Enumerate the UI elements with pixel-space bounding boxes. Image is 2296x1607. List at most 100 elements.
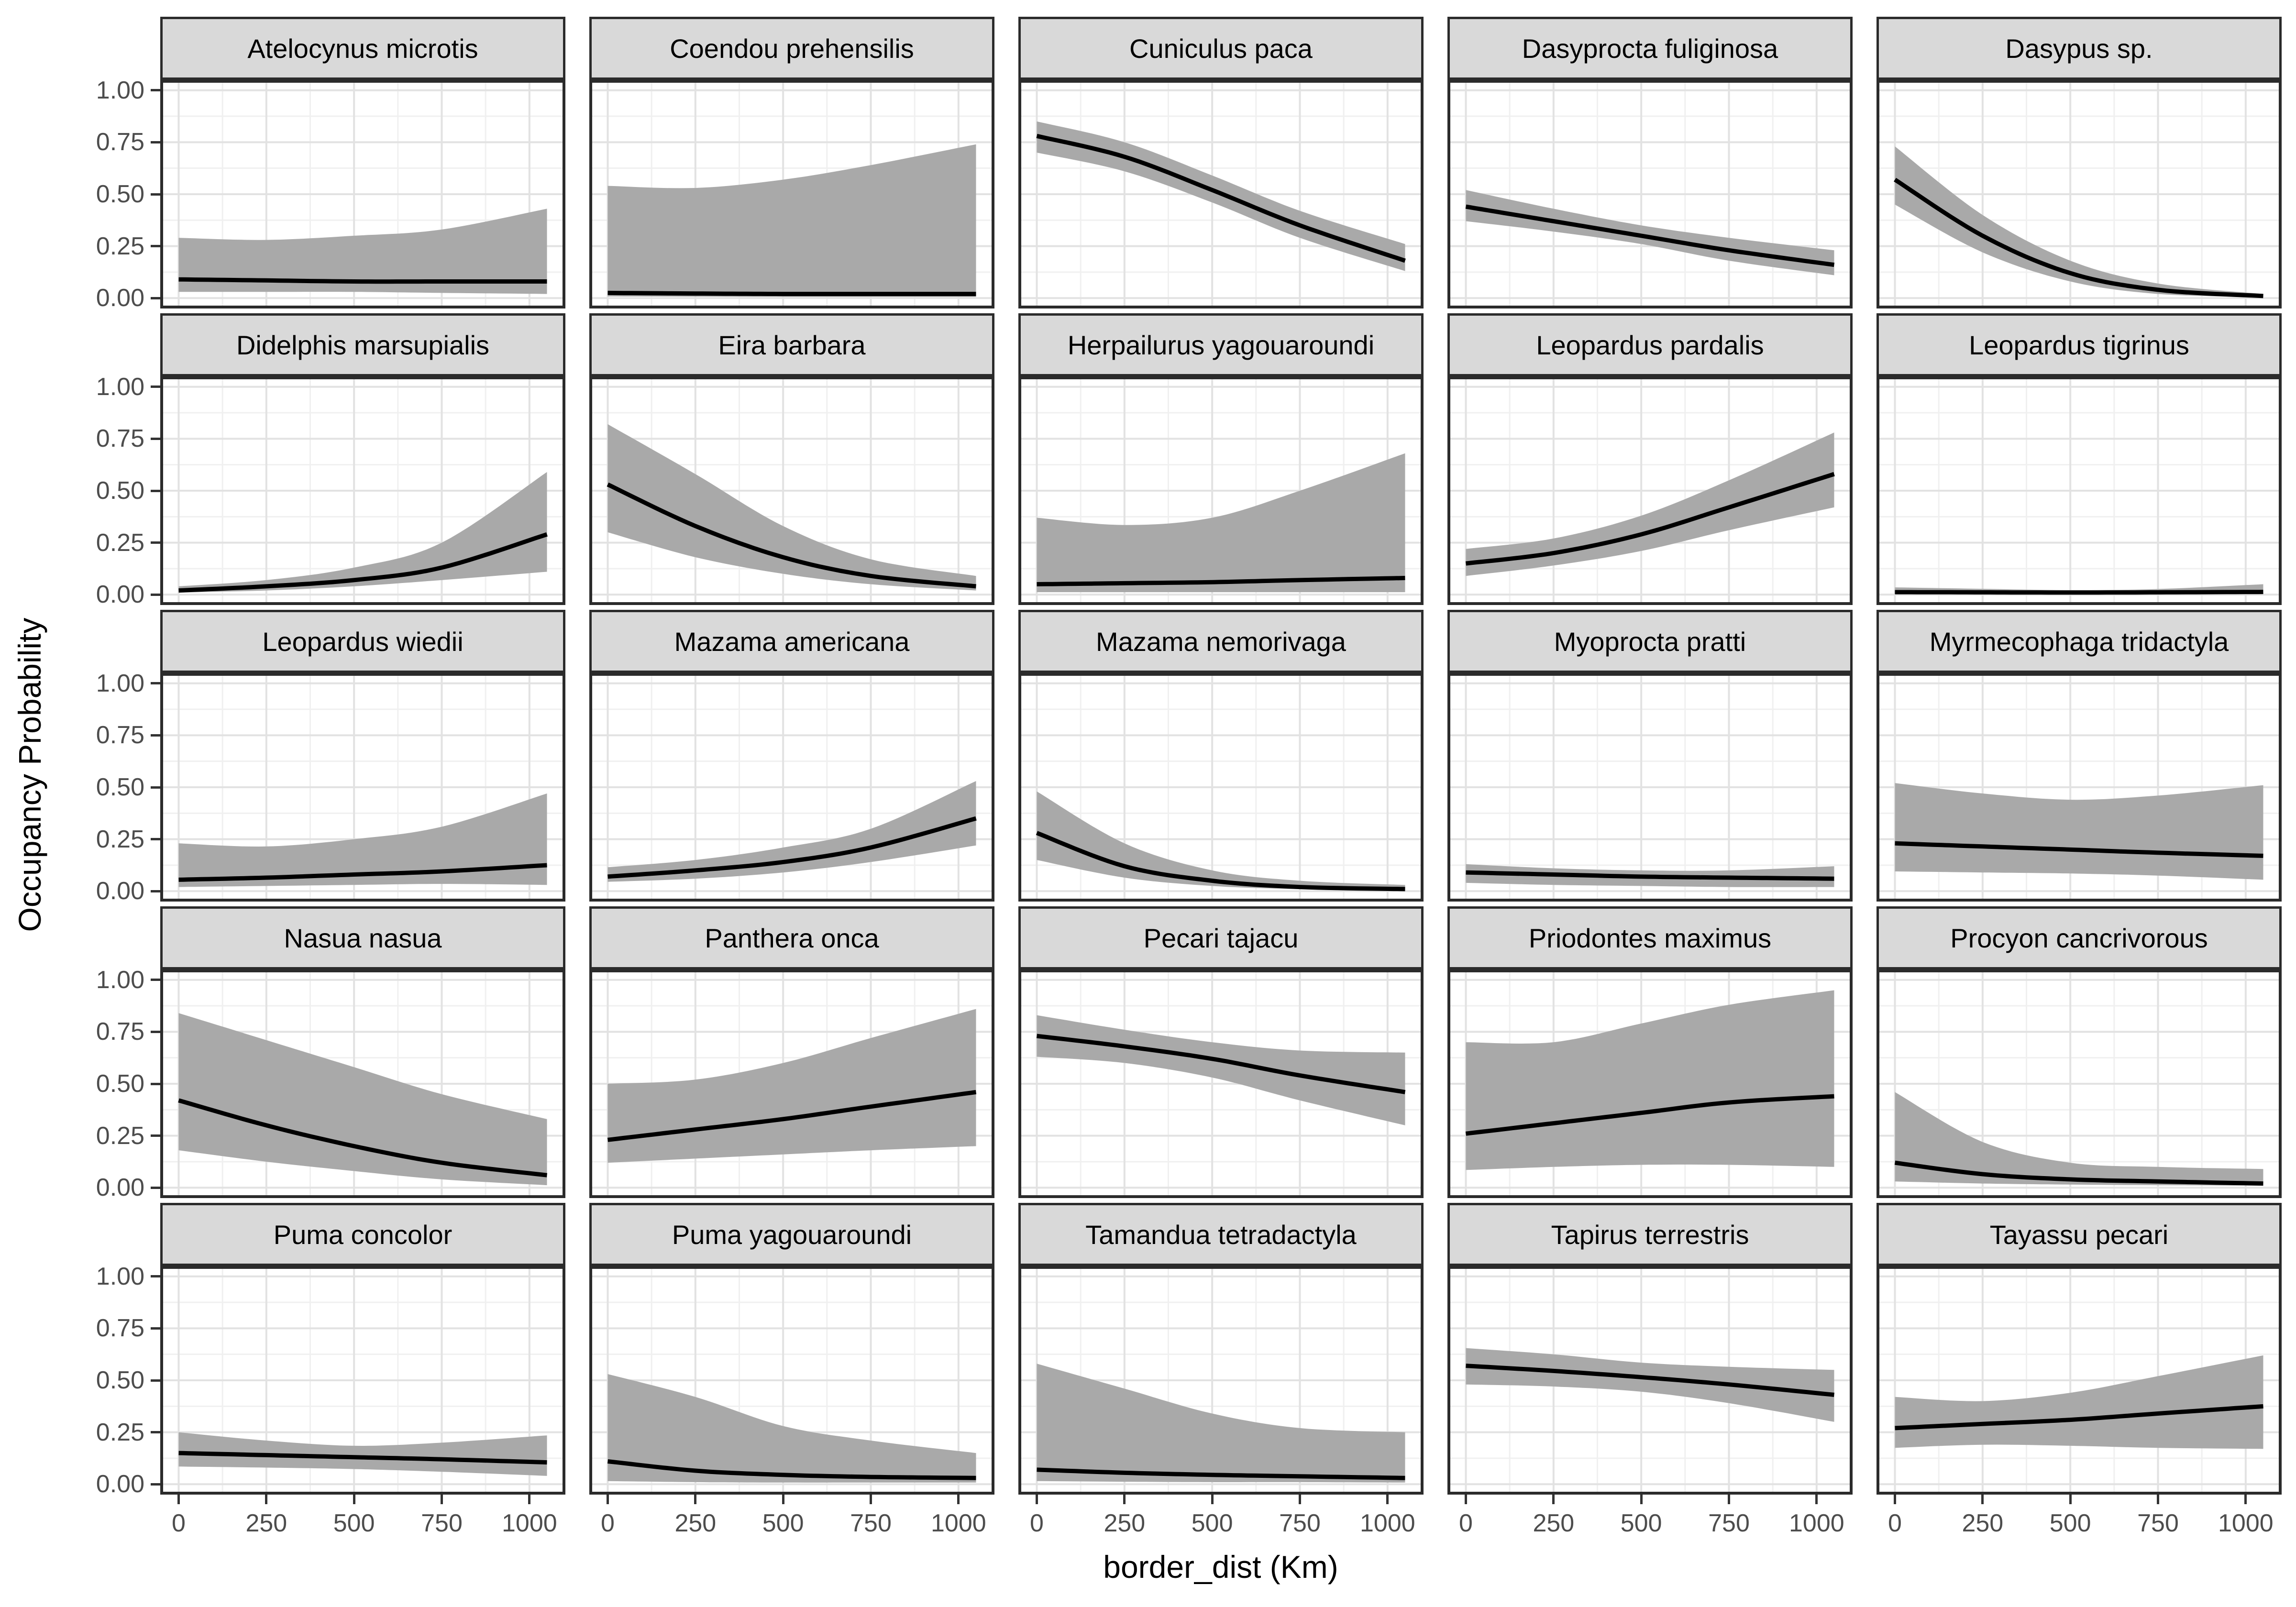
facet-strip: Procyon cancrivorous — [1877, 906, 2282, 969]
y-tick-label: 1.00 — [96, 1262, 144, 1290]
facet-plot — [1447, 673, 1853, 902]
x-tick-label: 750 — [1708, 1509, 1750, 1537]
facet-title: Nasua nasua — [284, 923, 442, 953]
facet-title: Leopardus pardalis — [1536, 330, 1764, 360]
facet-strip: Dasypus sp. — [1877, 17, 2282, 80]
facet-panel: Tamandua tetradactyla — [1018, 1203, 1424, 1495]
x-axis-tick — [2244, 1495, 2247, 1504]
y-axis-tick — [151, 838, 160, 841]
x-tick-label: 250 — [1962, 1509, 2004, 1537]
y-axis-tick — [151, 593, 160, 596]
y-axis-tick — [151, 1431, 160, 1434]
y-axis-tick — [151, 1275, 160, 1278]
x-axis-tick — [2157, 1495, 2159, 1504]
facet-panel: Myrmecophaga tridactyla — [1877, 610, 2282, 902]
facet-title: Tayassu pecari — [1989, 1219, 2169, 1250]
facet-plot — [1018, 1266, 1424, 1495]
y-axis-tick — [151, 1379, 160, 1382]
facet-strip: Myoprocta pratti — [1447, 610, 1853, 673]
facet-panel: Puma yagouaroundi — [589, 1203, 994, 1495]
facet-title: Dasyprocta fuliginosa — [1522, 33, 1778, 64]
y-tick-label: 1.00 — [96, 373, 144, 401]
y-axis-tick — [151, 682, 160, 685]
facet-title: Herpailurus yagouaroundi — [1067, 330, 1375, 360]
facet-strip: Panthera onca — [589, 906, 994, 969]
y-tick-label: 0.75 — [96, 721, 144, 749]
facet-strip: Myrmecophaga tridactyla — [1877, 610, 2282, 673]
x-axis-tick — [957, 1495, 960, 1504]
facet-plot — [1877, 673, 2282, 902]
facet-panel: Herpailurus yagouaroundi — [1018, 313, 1424, 605]
facet-title: Procyon cancrivorous — [1950, 923, 2208, 953]
facet-title: Mazama nemorivaga — [1096, 626, 1346, 657]
y-axis-tick — [151, 1186, 160, 1189]
facet-panel: Leopardus wiedii — [160, 610, 565, 902]
facet-strip: Puma concolor — [160, 1203, 565, 1266]
facet-panel: Atelocynus microtis — [160, 17, 565, 308]
y-tick-label: 1.00 — [96, 669, 144, 697]
x-tick-label: 750 — [2137, 1509, 2179, 1537]
x-tick-label: 500 — [333, 1509, 375, 1537]
y-tick-label: 0.00 — [96, 1470, 144, 1498]
y-tick-label: 1.00 — [96, 76, 144, 104]
facet-plot — [589, 376, 994, 605]
facet-panel: Tayassu pecari — [1877, 1203, 2282, 1495]
x-axis-tick — [177, 1495, 180, 1504]
facet-strip: Dasyprocta fuliginosa — [1447, 17, 1853, 80]
y-tick-label: 0.50 — [96, 773, 144, 801]
x-tick-label: 500 — [1620, 1509, 1662, 1537]
x-tick-label: 0 — [172, 1509, 186, 1537]
y-axis-tick — [151, 1483, 160, 1486]
y-tick-label: 0.00 — [96, 284, 144, 312]
x-tick-label: 500 — [762, 1509, 804, 1537]
facet-plot — [1447, 969, 1853, 1198]
facet-plot — [1877, 1266, 2282, 1495]
y-axis-tick — [151, 245, 160, 248]
facet-panel: Panthera onca — [589, 906, 994, 1198]
y-tick-label: 0.00 — [96, 877, 144, 905]
y-tick-label: 0.00 — [96, 581, 144, 609]
facet-panel: Dasypus sp. — [1877, 17, 2282, 308]
y-axis-tick — [151, 979, 160, 981]
x-axis-tick — [2069, 1495, 2072, 1504]
facet-strip: Eira barbara — [589, 313, 994, 376]
facet-title: Leopardus tigrinus — [1969, 330, 2189, 360]
facet-strip: Herpailurus yagouaroundi — [1018, 313, 1424, 376]
y-axis-tick — [151, 541, 160, 544]
x-axis-tick — [1640, 1495, 1643, 1504]
x-tick-label: 0 — [601, 1509, 615, 1537]
y-axis-tick — [151, 1134, 160, 1137]
x-axis-tick — [265, 1495, 268, 1504]
y-axis-tick — [151, 734, 160, 737]
x-axis-tick — [782, 1495, 784, 1504]
facet-panel: Didelphis marsupialis — [160, 313, 565, 605]
facet-plot — [1877, 80, 2282, 308]
y-axis-tick — [151, 1030, 160, 1033]
x-axis-tick — [694, 1495, 697, 1504]
facet-strip: Leopardus tigrinus — [1877, 313, 2282, 376]
facet-plot — [1447, 1266, 1853, 1495]
y-axis-tick — [151, 489, 160, 492]
x-tick-label: 1000 — [501, 1509, 557, 1537]
x-axis-tick — [1299, 1495, 1301, 1504]
facet-panel: Nasua nasua — [160, 906, 565, 1198]
facet-panel: Pecari tajacu — [1018, 906, 1424, 1198]
x-tick-label: 250 — [245, 1509, 287, 1537]
facet-title: Coendou prehensilis — [670, 33, 914, 64]
facet-plot — [589, 673, 994, 902]
x-axis-tick — [1465, 1495, 1467, 1504]
y-tick-label: 0.75 — [96, 1018, 144, 1046]
facet-title: Tapirus terrestris — [1551, 1219, 1749, 1250]
x-tick-label: 500 — [1191, 1509, 1233, 1537]
facet-panel: Leopardus pardalis — [1447, 313, 1853, 605]
y-tick-label: 0.75 — [96, 128, 144, 156]
y-axis-tick — [151, 89, 160, 92]
facet-plot — [1018, 673, 1424, 902]
facet-strip: Priodontes maximus — [1447, 906, 1853, 969]
facet-panel: Mazama americana — [589, 610, 994, 902]
facet-plot — [160, 969, 565, 1198]
facet-strip: Leopardus wiedii — [160, 610, 565, 673]
y-tick-label: 0.25 — [96, 825, 144, 853]
y-tick-label: 0.75 — [96, 425, 144, 453]
y-axis-tick — [151, 1327, 160, 1330]
